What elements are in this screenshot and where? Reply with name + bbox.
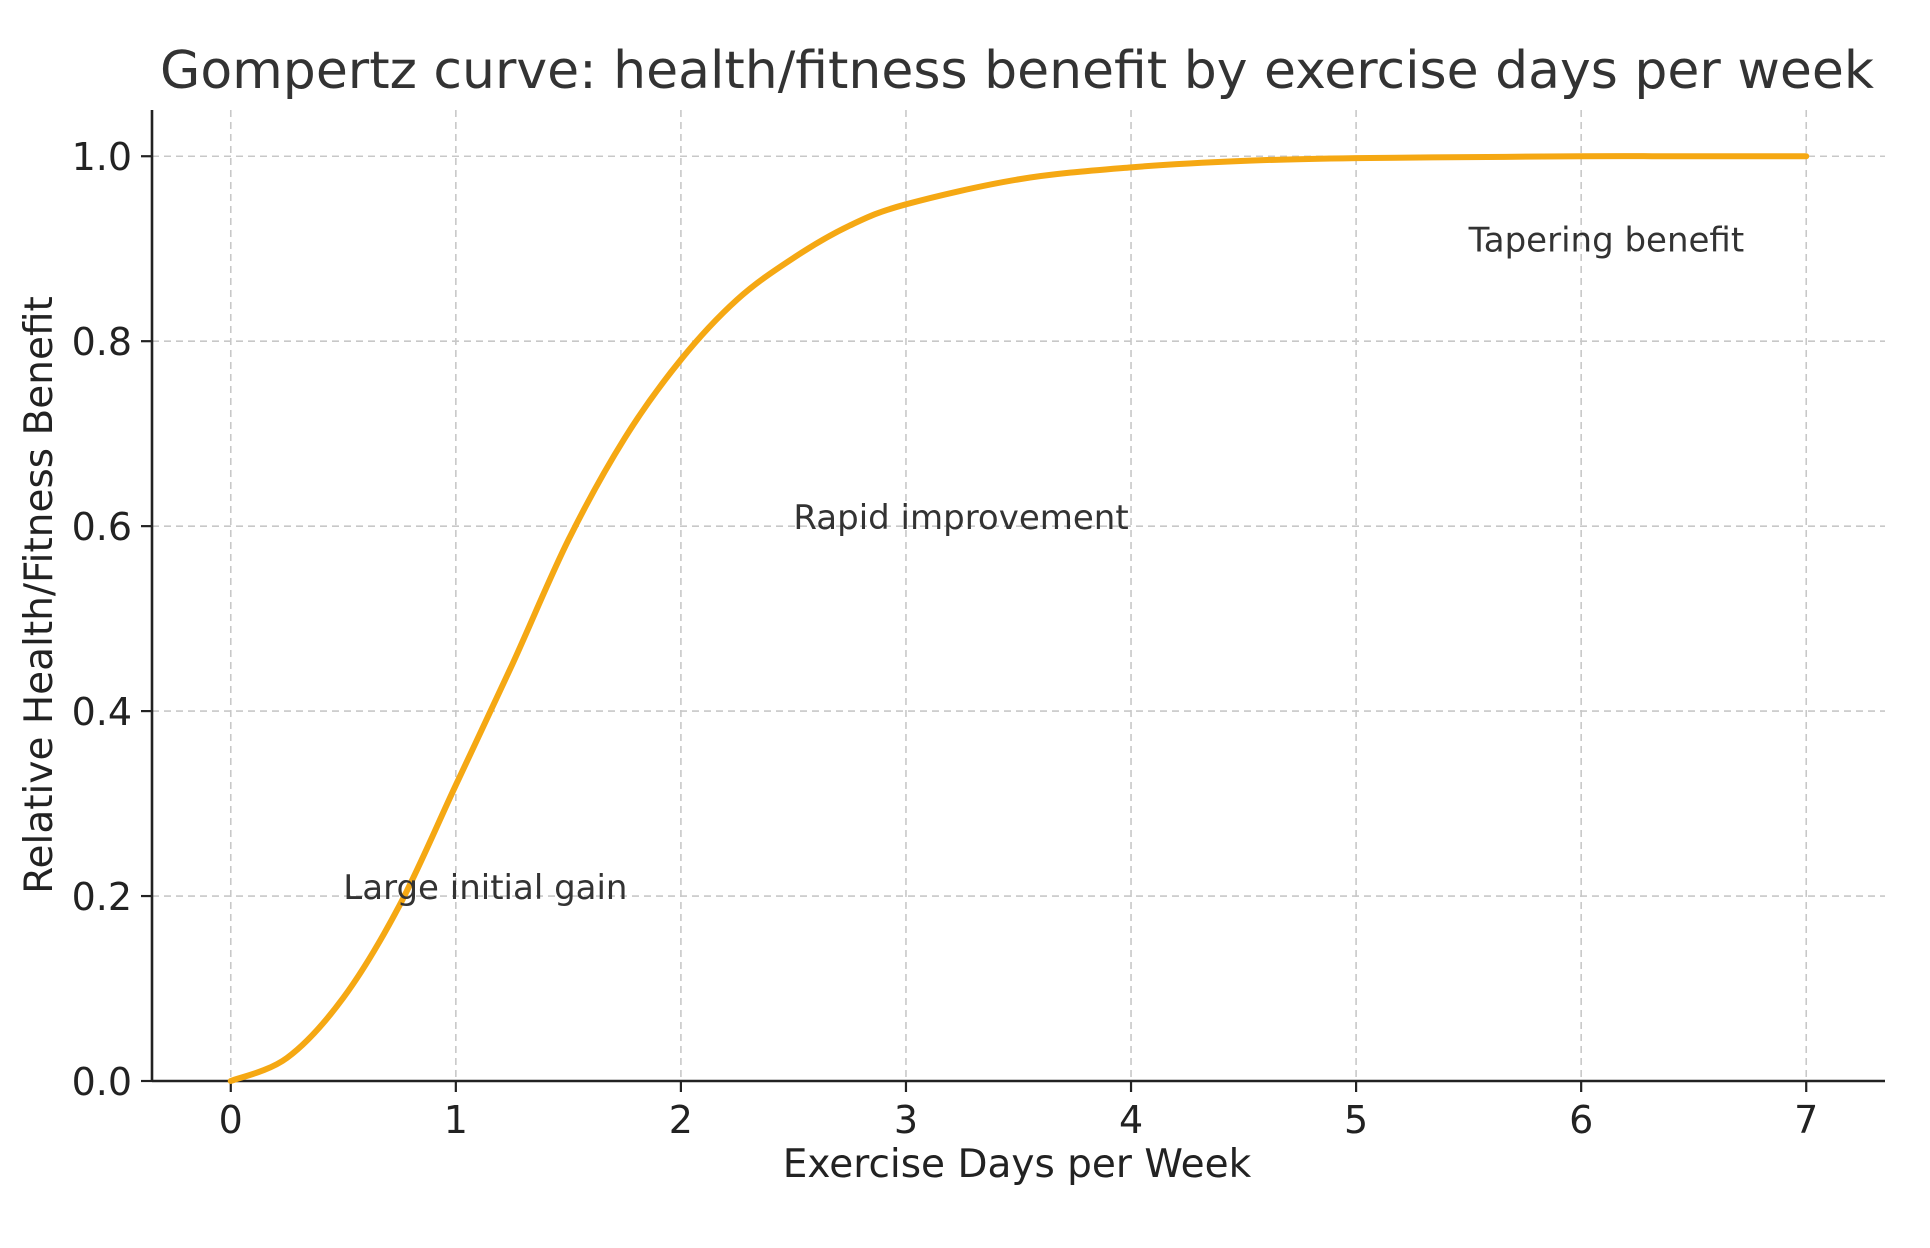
y-tick-label: 0.4 [72,690,132,734]
y-tick-label: 0.8 [72,320,132,364]
x-tick-label: 1 [444,1098,468,1142]
x-tick-label: 2 [669,1098,693,1142]
ticks: 0 1 2 3 4 5 6 7 0.0 0.2 0.4 0.6 0.8 1.0 [72,135,1819,1142]
y-tick-label: 0.0 [72,1060,132,1104]
y-tick-label: 0.2 [72,875,132,919]
y-tick-label: 0.6 [72,505,132,549]
chart-annotation: Rapid improvement [793,498,1128,538]
x-tick-label: 5 [1344,1098,1368,1142]
x-tick-label: 4 [1119,1098,1143,1142]
series-line [227,153,1810,1084]
x-tick-label: 6 [1569,1098,1593,1142]
annotations: Large initial gain Rapid improvement Taper… [343,220,1744,907]
axes [150,110,1885,1083]
chart-annotation: Tapering benefit [1468,220,1745,260]
x-tick-label: 0 [219,1098,243,1142]
x-axis-label: Exercise Days per Week [783,1142,1252,1187]
chart-title: Gompertz curve: health/fitness benefit b… [160,41,1874,101]
y-tick-label: 1.0 [72,135,132,179]
x-tick-label: 7 [1794,1098,1818,1142]
chart-annotation: Large initial gain [343,868,627,908]
x-tick-label: 3 [894,1098,918,1142]
y-axis-label: Relative Health/Fitness Benefit [17,296,62,894]
series [227,153,1810,1084]
